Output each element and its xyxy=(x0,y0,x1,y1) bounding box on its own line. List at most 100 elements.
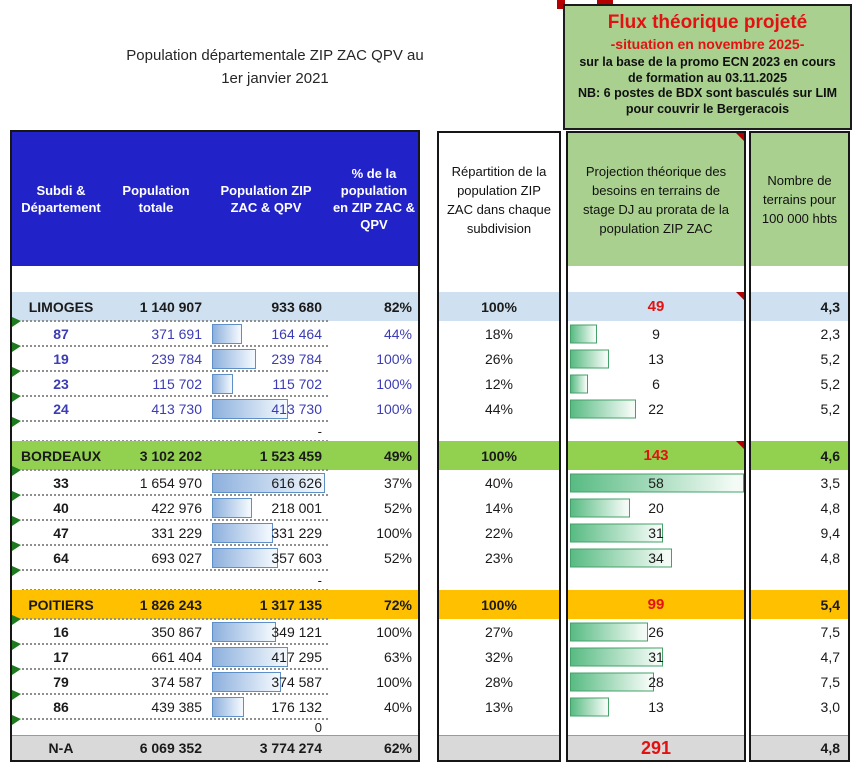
cell-population-totale[interactable]: 413 730 xyxy=(151,400,202,417)
cell-terrains-ratio[interactable]: 7,5 xyxy=(820,673,840,690)
cell-population-zip[interactable]: 176 132 xyxy=(204,696,332,717)
table-row[interactable]: 9 xyxy=(568,321,744,346)
table-row[interactable]: 5,2 xyxy=(751,371,848,396)
cell-subdivision[interactable]: 16 xyxy=(53,623,69,640)
cell-subdivision[interactable]: 40 xyxy=(53,499,69,516)
table-row[interactable]: 33 1 654 970 616 626 37% xyxy=(12,466,418,495)
cell-pct-zip[interactable]: 72% xyxy=(383,596,412,613)
cell-repartition[interactable]: 44% xyxy=(484,400,514,417)
cell-projection[interactable]: 49 xyxy=(647,298,665,315)
table-row[interactable]: 26% xyxy=(439,346,559,371)
cell-population-totale[interactable]: 374 587 xyxy=(151,673,202,690)
cell-subdivision[interactable]: 24 xyxy=(53,400,69,417)
cell-subdivision[interactable]: 23 xyxy=(53,375,69,392)
table-row[interactable]: 40 422 976 218 001 52% xyxy=(12,491,418,520)
cell-projection[interactable]: 58 xyxy=(648,474,664,491)
cell-repartition[interactable]: 100% xyxy=(481,298,517,315)
cell-pct-zip[interactable]: 100% xyxy=(376,524,412,541)
cell-terrains-ratio[interactable]: 5,4 xyxy=(820,596,840,613)
table-row[interactable]: 5,2 xyxy=(751,396,848,421)
table-row[interactable]: 49 xyxy=(568,292,744,321)
table-row[interactable]: 47 331 229 331 229 100% xyxy=(12,516,418,545)
cell-population-zip[interactable]: 616 626 xyxy=(204,472,332,493)
table-row[interactable]: 79 374 587 374 587 100% xyxy=(12,665,418,694)
cell-terrains-ratio[interactable]: 7,5 xyxy=(820,623,840,640)
table-row[interactable]: 27% xyxy=(439,619,559,644)
table-row[interactable] xyxy=(751,570,848,590)
table-row[interactable]: 26 xyxy=(568,619,744,644)
table-row[interactable]: 5,2 xyxy=(751,346,848,371)
table-row[interactable]: 34 xyxy=(568,545,744,570)
cell-repartition[interactable]: 13% xyxy=(484,698,514,715)
cell-population-totale[interactable]: 6 069 352 xyxy=(139,740,202,756)
header-pct-population[interactable]: % de la population en ZIP ZAC & QPV xyxy=(332,166,416,232)
table-row[interactable]: 13 xyxy=(568,694,744,719)
cell-population-totale[interactable]: 1 826 243 xyxy=(139,596,202,613)
cell-terrains-ratio[interactable]: 4,6 xyxy=(820,447,840,464)
cell-population-totale[interactable]: 1 140 907 xyxy=(139,298,202,315)
cell-subdivision[interactable]: 17 xyxy=(53,648,69,665)
table-row[interactable]: 32% xyxy=(439,644,559,669)
cell-repartition[interactable]: 100% xyxy=(481,447,517,464)
table-row[interactable]: - xyxy=(12,566,418,591)
cell-population-totale[interactable]: 693 027 xyxy=(151,549,202,566)
table-row[interactable] xyxy=(439,719,559,735)
cell-repartition[interactable]: 28% xyxy=(484,673,514,690)
table-row[interactable]: 7,5 xyxy=(751,619,848,644)
cell-repartition[interactable]: 23% xyxy=(484,549,514,566)
cell-projection[interactable]: 22 xyxy=(648,400,664,417)
cell-repartition[interactable]: 40% xyxy=(484,474,514,491)
table-row[interactable] xyxy=(751,421,848,441)
table-row[interactable]: 3,5 xyxy=(751,470,848,495)
cell-terrains-ratio[interactable]: 4,3 xyxy=(820,298,840,315)
table-row[interactable] xyxy=(439,735,559,760)
table-row[interactable]: 5,4 xyxy=(751,590,848,619)
table-row[interactable]: POITIERS 1 826 243 1 317 135 72% xyxy=(12,590,418,619)
cell-repartition[interactable]: 100% xyxy=(481,596,517,613)
table-row[interactable]: 22% xyxy=(439,520,559,545)
cell-repartition[interactable]: 22% xyxy=(484,524,514,541)
header-subdi-departement[interactable]: Subdi & Département xyxy=(21,183,101,215)
table-row[interactable]: 6 xyxy=(568,371,744,396)
table-row[interactable]: 23% xyxy=(439,545,559,570)
cell-population-totale[interactable]: 350 867 xyxy=(151,623,202,640)
cell-population-zip[interactable]: 374 587 xyxy=(204,671,332,692)
table-row[interactable]: 44% xyxy=(439,396,559,421)
table-row[interactable]: 18% xyxy=(439,321,559,346)
cell-terrains-ratio[interactable]: 5,2 xyxy=(820,400,840,417)
cell-population-zip[interactable]: 349 121 xyxy=(204,621,332,642)
table-row[interactable]: 13% xyxy=(439,694,559,719)
cell-projection[interactable]: 291 xyxy=(640,737,672,758)
cell-subdivision[interactable]: LIMOGES xyxy=(28,298,94,315)
cell-population-zip[interactable]: - xyxy=(204,573,332,588)
cell-population-totale[interactable]: 331 229 xyxy=(151,524,202,541)
table-row[interactable]: 9,4 xyxy=(751,520,848,545)
table-row[interactable]: - xyxy=(12,417,418,442)
cell-population-zip[interactable]: 0 xyxy=(204,720,332,735)
table-row[interactable]: 12% xyxy=(439,371,559,396)
header-repartition[interactable]: Répartition de la population ZIP ZAC dan… xyxy=(446,163,552,236)
cell-population-zip[interactable]: 933 680 xyxy=(204,299,332,315)
table-row[interactable]: 4,6 xyxy=(751,441,848,470)
table-row[interactable] xyxy=(751,719,848,735)
cell-population-zip[interactable]: 218 001 xyxy=(204,497,332,518)
table-row[interactable]: 4,8 xyxy=(751,495,848,520)
table-row[interactable]: 17 661 404 417 295 63% xyxy=(12,640,418,669)
cell-projection[interactable]: 26 xyxy=(648,623,664,640)
table-row[interactable]: 31 xyxy=(568,520,744,545)
table-row[interactable]: 40% xyxy=(439,470,559,495)
table-row[interactable]: 24 413 730 413 730 100% xyxy=(12,392,418,421)
cell-subdivision[interactable]: N-A xyxy=(48,740,74,756)
cell-repartition[interactable]: 32% xyxy=(484,648,514,665)
table-row[interactable]: 143 xyxy=(568,441,744,470)
header-terrains[interactable]: Nombre de terrains pour 100 000 hbts xyxy=(751,133,848,266)
table-row[interactable]: 16 350 867 349 121 100% xyxy=(12,615,418,644)
table-row[interactable]: LIMOGES 1 140 907 933 680 82% xyxy=(12,292,418,321)
cell-pct-zip[interactable]: 52% xyxy=(383,499,412,516)
cell-population-zip[interactable]: 1 523 459 xyxy=(204,448,332,464)
table-row[interactable]: BORDEAUX 3 102 202 1 523 459 49% xyxy=(12,441,418,470)
cell-pct-zip[interactable]: 100% xyxy=(376,400,412,417)
cell-population-zip[interactable]: 239 784 xyxy=(204,348,332,369)
cell-pct-zip[interactable]: 49% xyxy=(383,447,412,464)
table-row[interactable]: 23 115 702 115 702 100% xyxy=(12,367,418,396)
